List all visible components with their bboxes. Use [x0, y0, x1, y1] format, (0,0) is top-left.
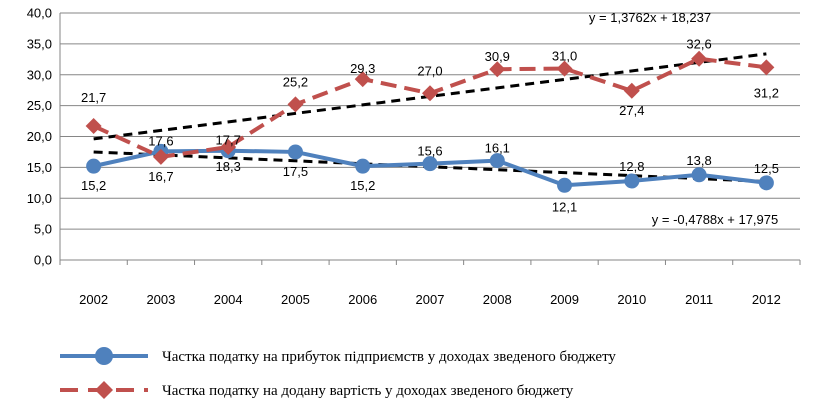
x-tick-label: 2008 [483, 292, 512, 307]
data-point [220, 138, 237, 155]
grid [59, 12, 800, 261]
x-tick-label: 2005 [281, 292, 310, 307]
trendline-2 [93, 52, 767, 141]
data-point [623, 82, 640, 99]
data-label: 18,3 [216, 159, 241, 174]
data-point [287, 96, 304, 113]
data-point [86, 158, 102, 174]
data-label: 13,8 [686, 153, 711, 168]
legend-label-1: Частка податку на прибуток підприємств у… [162, 349, 616, 365]
data-point [691, 50, 708, 67]
x-tick-label: 2002 [79, 292, 108, 307]
data-labels: 15,2 17,6 17,7 17,5 15,2 15,6 16,1 12,1 12,8 13,8… [81, 10, 779, 227]
data-label: 32,6 [686, 37, 711, 52]
data-point [691, 167, 707, 183]
data-label: 25,2 [283, 74, 308, 89]
data-point [556, 60, 573, 77]
data-point [557, 177, 573, 193]
data-label: 16,1 [485, 141, 510, 156]
y-tick-label: 20,0 [27, 129, 52, 144]
data-label: 27,4 [619, 103, 644, 118]
data-label: 21,7 [81, 90, 106, 105]
x-tick-label: 2007 [416, 292, 445, 307]
data-label: 27,0 [417, 63, 442, 78]
legend-marker [95, 381, 113, 399]
data-label: 17,7 [216, 133, 241, 148]
y-tick-label: 5,0 [34, 222, 52, 237]
x-tick-label: 2003 [146, 292, 175, 307]
x-tick-label: 2012 [752, 292, 781, 307]
trendline-equation-1: y = -0,4788x + 17,975 [652, 212, 778, 227]
x-axis: 2002 2003 2004 2005 2006 2007 2008 2009 2010 2011… [59, 260, 801, 307]
data-point [287, 144, 303, 160]
x-tick-label: 2006 [348, 292, 377, 307]
data-label: 16,7 [148, 169, 173, 184]
data-point [152, 148, 169, 165]
x-tick-label: 2010 [617, 292, 646, 307]
data-point [422, 85, 438, 102]
y-axis: 0,0 5,0 10,0 15,0 20,0 25,0 30,0 35,0 40,0 [27, 6, 52, 268]
data-label: 31,0 [552, 49, 577, 64]
trendline-equation-2: y = 1,3762x + 18,237 [589, 10, 711, 25]
y-tick-label: 10,0 [27, 191, 52, 206]
y-tick-label: 35,0 [27, 36, 52, 51]
y-tick-label: 30,0 [27, 67, 52, 82]
y-tick-label: 25,0 [27, 98, 52, 113]
data-point [624, 173, 640, 189]
data-label: 17,6 [148, 133, 173, 148]
x-tick-label: 2009 [550, 292, 579, 307]
data-label: 15,6 [417, 144, 442, 159]
series [85, 50, 775, 193]
data-point [489, 61, 506, 78]
data-point [85, 118, 102, 135]
data-label: 29,3 [350, 61, 375, 76]
data-label: 15,2 [350, 178, 375, 193]
y-tick-label: 40,0 [27, 6, 52, 21]
y-tick-label: 0,0 [34, 253, 52, 268]
data-point [354, 71, 371, 88]
data-point [489, 153, 505, 169]
data-label: 17,5 [283, 164, 308, 179]
x-tick-label: 2004 [214, 292, 243, 307]
data-point [758, 175, 774, 191]
data-label: 12,5 [754, 161, 779, 176]
data-point [758, 59, 775, 76]
data-label: 30,9 [485, 49, 510, 64]
x-tick-label: 2011 [685, 292, 713, 307]
data-label: 12,8 [619, 159, 644, 174]
legend: Частка податку на прибуток підприємств у… [60, 347, 616, 399]
data-label: 15,2 [81, 178, 106, 193]
legend-label-2: Частка податку на додану вартість у дохо… [162, 383, 574, 399]
y-tick-label: 15,0 [27, 160, 52, 175]
legend-marker [95, 347, 113, 365]
data-point [422, 156, 438, 172]
data-label: 31,2 [754, 85, 779, 100]
data-point [355, 158, 371, 174]
data-label: 12,1 [552, 199, 577, 214]
